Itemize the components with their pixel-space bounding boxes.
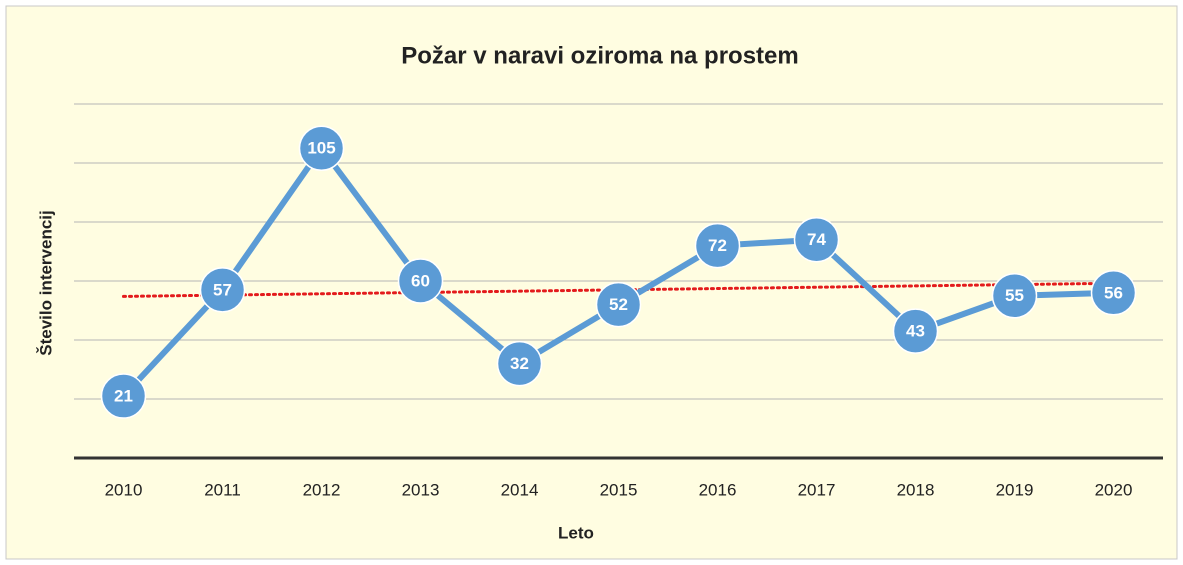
x-tick-label: 2014 bbox=[501, 480, 539, 499]
data-point bbox=[694, 222, 741, 269]
x-tick-label: 2020 bbox=[1095, 480, 1133, 499]
y-axis-label: Število intervencij bbox=[36, 210, 55, 356]
data-point bbox=[397, 258, 444, 304]
x-tick-label: 2017 bbox=[798, 480, 836, 499]
data-point bbox=[298, 125, 345, 171]
data-label: 21 bbox=[114, 387, 133, 406]
x-tick-label: 2013 bbox=[402, 480, 440, 499]
data-label: 60 bbox=[411, 271, 430, 290]
data-label: 56 bbox=[1104, 283, 1123, 302]
data-point bbox=[793, 216, 840, 263]
data-label: 57 bbox=[213, 280, 232, 299]
data-point bbox=[100, 373, 147, 419]
x-tick-label: 2019 bbox=[996, 480, 1034, 499]
x-tick-label: 2010 bbox=[105, 480, 143, 499]
data-label: 32 bbox=[510, 354, 529, 373]
data-label: 55 bbox=[1005, 286, 1024, 305]
data-point bbox=[1090, 270, 1137, 316]
data-label: 52 bbox=[609, 295, 628, 314]
chart-title: Požar v naravi oziroma na prostem bbox=[401, 42, 798, 69]
x-tick-label: 2011 bbox=[204, 480, 241, 499]
x-tick-label: 2016 bbox=[699, 480, 737, 499]
data-label: 105 bbox=[307, 139, 335, 158]
data-label: 43 bbox=[906, 322, 925, 341]
x-tick-label: 2012 bbox=[303, 480, 341, 499]
data-label: 72 bbox=[708, 236, 727, 255]
data-point bbox=[496, 340, 543, 387]
data-label: 74 bbox=[807, 230, 826, 249]
data-point bbox=[595, 281, 642, 328]
data-point bbox=[991, 273, 1038, 319]
x-axis-label: Leto bbox=[558, 523, 594, 542]
x-tick-label: 2018 bbox=[897, 480, 935, 499]
data-point bbox=[199, 267, 246, 313]
x-tick-label: 2015 bbox=[600, 480, 638, 499]
data-point bbox=[892, 308, 939, 354]
